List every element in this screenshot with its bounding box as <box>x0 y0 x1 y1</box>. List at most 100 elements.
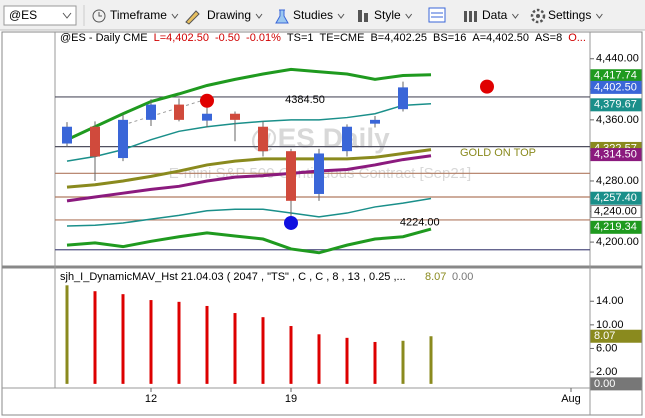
price-label: 4224.00 <box>400 217 440 229</box>
candle-body <box>286 151 296 201</box>
quote-field: TE=CME <box>320 32 365 44</box>
candle-body <box>62 126 72 144</box>
candle-body <box>118 119 128 159</box>
quote-field: @ES - Daily CME <box>60 32 148 44</box>
x-tick-label: 12 <box>145 393 157 405</box>
toolbar-button[interactable]: Timeframe <box>110 8 167 22</box>
indicator-line <box>66 67 432 142</box>
candle-body <box>258 126 268 152</box>
dropdown-arrow <box>337 13 345 19</box>
quote-field: A=4,402.50 <box>472 32 529 44</box>
candle-body <box>202 113 212 121</box>
quote-header: @ES - Daily CME L=4,402.50 -0.50 -0.01% TS=1… <box>60 32 586 44</box>
price-flag-label: 8.07 <box>594 330 615 342</box>
candle-body <box>342 126 352 152</box>
toolbar-button[interactable]: Style <box>374 8 401 22</box>
price-flag <box>590 191 642 205</box>
x-tick-label: Aug <box>561 393 581 405</box>
signal-dot <box>480 79 494 94</box>
price-flag-label: 4,240.00 <box>594 205 637 217</box>
histogram-bar <box>177 301 181 384</box>
y-tick-label: 6.00 <box>596 342 617 354</box>
candle-body <box>370 119 380 124</box>
toolbar-button[interactable]: Studies <box>293 8 333 22</box>
indicator-readout: 8.07 <box>425 271 446 283</box>
histogram-bar <box>233 313 237 384</box>
dropdown-arrow <box>511 13 519 19</box>
candle-body <box>146 104 156 120</box>
price-flag <box>590 148 642 162</box>
price-flag-label: 0.00 <box>594 378 615 390</box>
data-icon <box>464 11 477 22</box>
histogram-bar <box>317 334 321 384</box>
indicator-line <box>66 148 432 189</box>
price-flag <box>590 377 642 391</box>
price-flag-label: 4,379.67 <box>594 99 637 111</box>
quote-field: BS=16 <box>433 32 466 44</box>
trend-drawing <box>122 98 208 126</box>
histogram-bar <box>121 294 125 384</box>
price-flag <box>590 220 642 234</box>
indicator-line <box>66 154 432 203</box>
toolbar-button[interactable]: Drawing <box>207 8 251 22</box>
quote-field: O... <box>568 32 586 44</box>
quote-field: L=4,402.50 <box>154 32 209 44</box>
price-flag-label: 4,257.40 <box>594 192 637 204</box>
signal-dot <box>284 215 298 230</box>
histogram-bar <box>65 285 69 384</box>
candle-body <box>90 126 100 157</box>
dropdown-arrow <box>171 13 179 19</box>
price-flag-label: 4,402.50 <box>594 81 637 93</box>
price-label: 4384.50 <box>285 94 325 106</box>
signal-dot <box>200 93 214 108</box>
histogram-bar <box>93 291 97 384</box>
symbol[interactable]: @ES <box>9 8 37 22</box>
price-flag <box>590 80 642 94</box>
candle-body <box>398 87 408 110</box>
studies-icon <box>275 9 289 24</box>
layout-icon <box>428 7 446 23</box>
histogram-bar <box>401 340 405 384</box>
style-icon <box>358 10 368 22</box>
histogram-bar <box>345 337 349 384</box>
histogram-bar <box>429 336 433 384</box>
histogram-bar <box>149 300 153 384</box>
y-tick-label: 4,280.00 <box>596 175 639 187</box>
annotation: GOLD ON TOP <box>460 147 536 159</box>
quote-field: TS=1 <box>287 32 314 44</box>
y-tick-label: 4,200.00 <box>596 236 639 248</box>
watermark: @ES Daily <box>250 122 390 153</box>
dropdown-arrow <box>405 13 413 19</box>
toolbar-button[interactable]: Data <box>482 8 508 22</box>
indicator-title: sjh_I_DynamicMAV_Hst 21.04.03 ( 2047 , "… <box>60 271 406 283</box>
price-flag <box>590 205 642 219</box>
symbol-box[interactable] <box>3 5 77 26</box>
price-flag <box>590 329 642 343</box>
y-tick-label: 10.00 <box>596 319 624 331</box>
histogram-bar <box>261 317 265 384</box>
price-flag-label: 4,219.34 <box>594 221 637 233</box>
dropdown-arrow <box>595 13 603 19</box>
y-tick-label: 14.00 <box>596 295 624 307</box>
y-tick-label: 4,440.00 <box>596 53 639 65</box>
price-flag-label: 4,417.74 <box>594 70 637 82</box>
histogram-bar <box>205 305 209 384</box>
quote-field: -0.50 <box>215 32 240 44</box>
chart-frame <box>1 31 643 416</box>
dropdown-arrow[interactable] <box>62 12 72 19</box>
settings-icon <box>530 8 546 24</box>
toolbar-button[interactable]: Settings <box>548 8 591 22</box>
quote-field: B=4,402.25 <box>370 32 427 44</box>
x-tick-label: 19 <box>285 393 297 405</box>
toolbar: @ES Timeframe Drawing Studies Style Data Sett… <box>0 0 645 31</box>
price-flag-label: 4,314.50 <box>594 149 637 161</box>
indicator-line <box>66 227 432 255</box>
histogram-bar <box>289 326 293 384</box>
dropdown-arrow <box>255 13 263 19</box>
quote-field: -0.01% <box>246 32 281 44</box>
timeframe-icon <box>92 9 106 23</box>
y-tick-label: 2.00 <box>596 366 617 378</box>
indicator-line <box>66 197 432 227</box>
